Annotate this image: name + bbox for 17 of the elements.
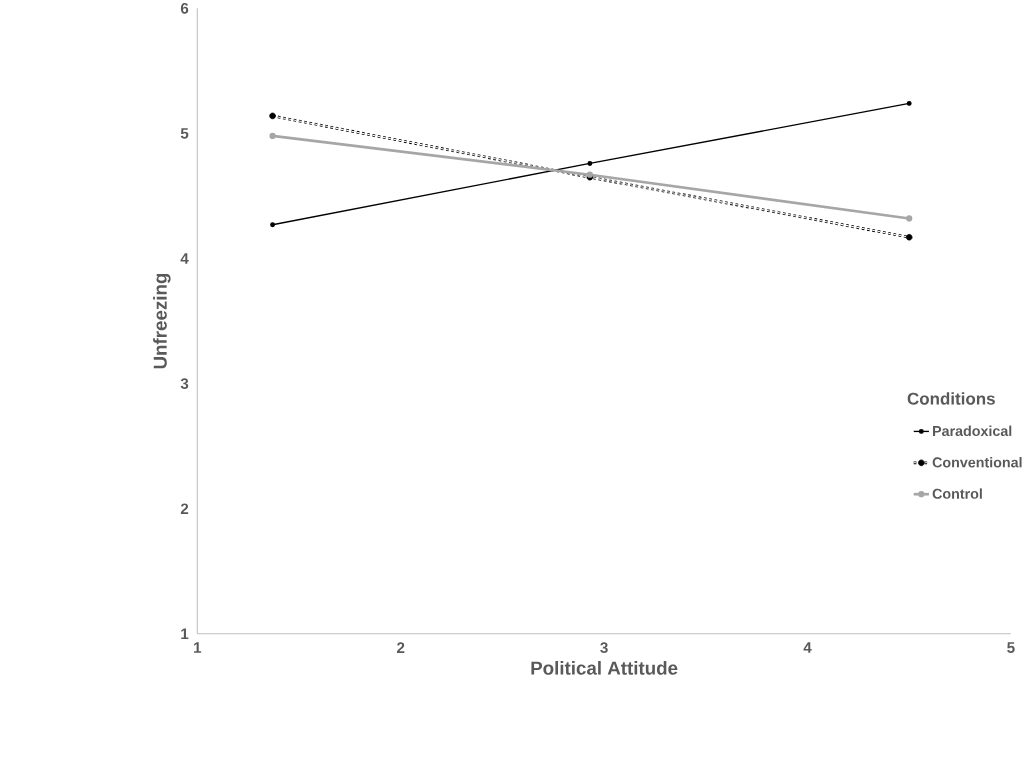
legend-label: Paradoxical (933, 425, 1012, 437)
y-tick-label: 2 (180, 503, 189, 515)
y-tick-label: 5 (180, 128, 189, 139)
x-axis-title: Political Attitude (531, 661, 678, 675)
legend-title: Conditions (907, 392, 995, 405)
x-tick-label: 1 (194, 642, 202, 653)
legend-label: Conventional (932, 457, 1022, 468)
x-tick-label: 3 (600, 642, 608, 654)
legend-label: Control (932, 488, 982, 500)
x-tick-label: 5 (1007, 642, 1015, 654)
y-tick-label: 1 (181, 628, 189, 640)
y-axis-title: Unfreezing (153, 274, 171, 369)
y-tick-label: 6 (180, 3, 189, 14)
y-tick-label: 3 (180, 378, 189, 390)
y-tick-label: 4 (180, 253, 189, 264)
x-tick-label: 2 (397, 642, 405, 654)
x-tick-label: 4 (803, 642, 812, 653)
